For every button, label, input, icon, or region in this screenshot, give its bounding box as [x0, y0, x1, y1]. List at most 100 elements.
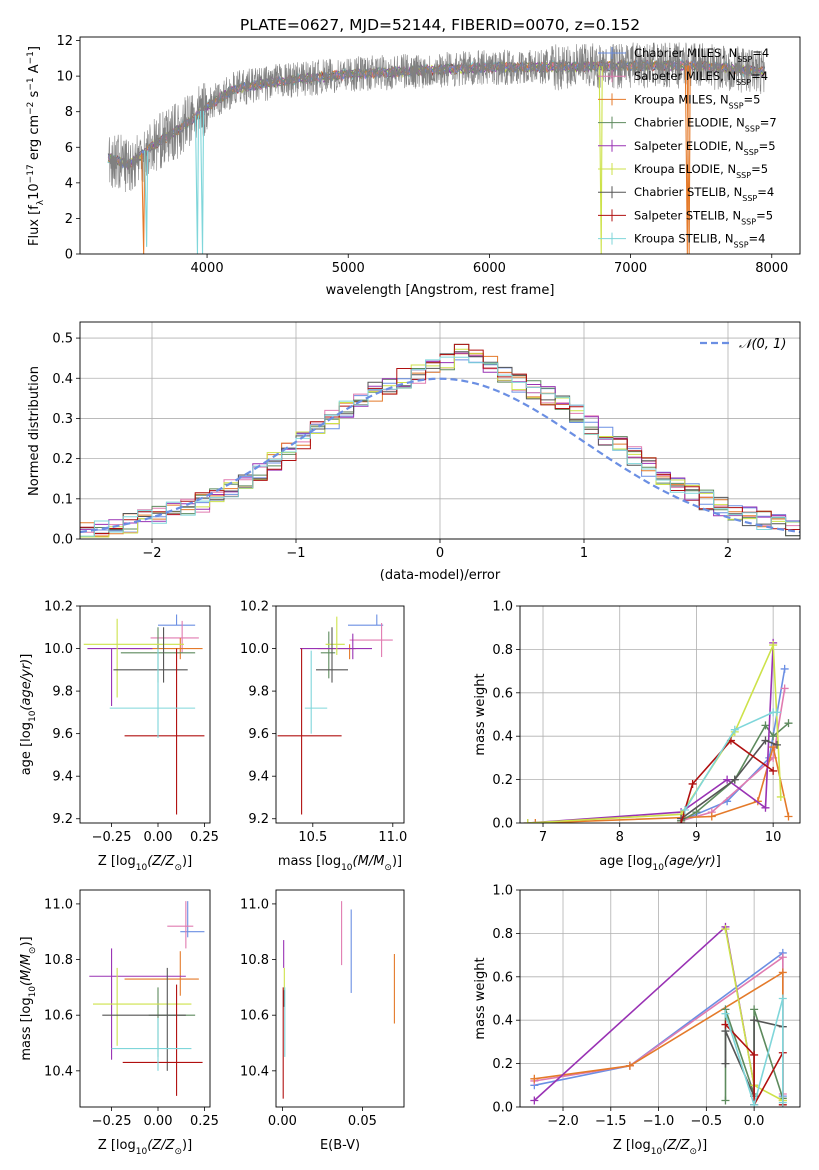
weight-marker: [769, 766, 778, 775]
y-tick-label: 10.6: [44, 1009, 73, 1024]
errorbar-3: [320, 631, 336, 679]
y-tick-label: 9.6: [52, 727, 73, 742]
weight-marker: [778, 968, 787, 977]
y-axis-label: Flux [fλ10−17 erg cm−2 s−1 A−1]: [26, 46, 46, 246]
weight-marker: [784, 719, 793, 728]
panel-1: −2 −1 0 1 2 0.0 0.1 0.2 0.3 0.4 0.5 𝒩(0, 1) (data-mo…: [27, 321, 801, 583]
x-tick-label: −0.25: [92, 1114, 132, 1129]
spectrum-feature-6: [686, 65, 691, 254]
x-axis-label: age [log10(age/yr)]: [599, 854, 721, 873]
x-tick-label: 11.0: [378, 830, 407, 845]
weight-marker: [721, 925, 730, 934]
weight-marker: [677, 819, 686, 823]
x-tick-label: −2: [142, 546, 161, 561]
legend-label-4: Salpeter ELODIE, NSSP=5: [634, 139, 776, 157]
y-tick-label: 0.6: [492, 686, 513, 701]
weight-marker: [531, 819, 540, 823]
y-tick-label: 10.8: [240, 953, 269, 968]
y-axis-label: age [log10(age/yr)]: [19, 654, 38, 776]
legend-normal-label: 𝒩(0, 1): [739, 337, 786, 352]
errorbar-2: [124, 951, 199, 996]
histogram-series-7: [80, 343, 800, 539]
errorbar-7: [277, 648, 342, 815]
weight-marker: [750, 1050, 759, 1059]
weight-marker: [692, 808, 701, 817]
y-axis-label: mass [log10(M/M⊙)]: [19, 936, 38, 1060]
x-tick-label: 0.00: [144, 830, 173, 845]
weight-marker: [769, 641, 778, 650]
y-tick-label: 0.8: [492, 643, 513, 658]
x-axis-label: E(B-V): [320, 1138, 360, 1153]
x-tick-label: 0.05: [348, 1114, 377, 1129]
weight-marker: [761, 803, 770, 812]
errorbar-7: [122, 984, 203, 1096]
weight-marker: [530, 1074, 539, 1083]
errorbar-8: [304, 650, 328, 734]
errorbar-7: [124, 648, 205, 815]
y-tick-label: 0.0: [52, 533, 73, 548]
errorbar-8: [109, 648, 196, 738]
y-tick-label: 9.6: [248, 727, 269, 742]
weight-marker: [778, 1098, 787, 1107]
y-axis-label: mass weight: [473, 673, 488, 755]
x-tick-label: 10.5: [298, 830, 327, 845]
axes-frame: [79, 889, 211, 1108]
weight-line-5: [527, 644, 782, 823]
errorbar-1: [150, 620, 199, 653]
weight-line-4: [527, 642, 774, 823]
x-tick-label: 0: [436, 546, 444, 561]
weight-marker: [778, 994, 787, 1003]
x-tick-label: 8: [616, 830, 624, 845]
errorbar-6: [102, 967, 186, 1071]
x-axis-label: (data-model)/error: [380, 568, 501, 583]
y-tick-label: 10.8: [44, 953, 73, 968]
weight-marker: [721, 1009, 730, 1018]
spectrum-feature-3: [199, 110, 205, 254]
y-tick-label: 10.0: [240, 642, 269, 657]
y-tick-label: 0.6: [492, 970, 513, 985]
weight-marker: [772, 740, 781, 749]
y-tick-label: 10.6: [240, 1009, 269, 1024]
errorbar-5: [93, 967, 192, 1046]
weight-marker: [750, 1016, 759, 1025]
x-tick-label: 0.00: [268, 1114, 297, 1129]
axes-frame: [79, 36, 801, 255]
weight-line-7: [680, 739, 774, 823]
y-tick-label: 0: [65, 248, 73, 263]
legend-label-2: Kroupa MILES, NSSP=5: [634, 92, 760, 110]
y-tick-label: 0.2: [492, 773, 513, 788]
y-tick-label: 1.0: [492, 600, 513, 615]
x-tick-label: 0.25: [190, 1114, 219, 1129]
spectrum-feature-4: [598, 66, 603, 254]
legend-label-5: Kroupa ELODIE, NSSP=5: [634, 162, 768, 180]
weight-marker: [730, 775, 739, 784]
panel-7: −2.0 −1.5 −1.0 −0.5 0.0 0.0 0.2 0.4 0.6 0.8 1.0 Z […: [473, 884, 801, 1157]
errorbar-0: [348, 614, 384, 626]
panel-4: 7 8 9 10 0.0 0.2 0.4 0.6 0.8 1.0 age [log10(age/yr…: [473, 600, 801, 873]
errorbar-3: [148, 987, 196, 1057]
y-tick-label: 9.4: [52, 770, 73, 785]
y-tick-label: 10.4: [44, 1064, 73, 1079]
errorbar-4: [300, 633, 372, 660]
legend-label-6: Chabrier STELIB, NSSP=4: [634, 185, 774, 203]
y-tick-label: 6: [65, 141, 73, 156]
x-axis-label: Z [log10(Z/Z⊙)]: [613, 1138, 707, 1157]
axes-frame: [79, 321, 801, 540]
y-tick-label: 10.0: [44, 642, 73, 657]
legend-label-0: Chabrier MILES, NSSP=4: [634, 46, 769, 64]
weight-marker: [750, 1100, 759, 1107]
y-tick-label: 2: [65, 212, 73, 227]
weight-marker: [784, 812, 793, 821]
x-tick-label: −0.25: [92, 830, 132, 845]
weight-marker: [721, 1059, 730, 1068]
x-tick-label: 5000: [332, 261, 365, 276]
x-axis-label: Z [log10(Z/Z⊙)]: [98, 854, 192, 873]
legend-label-7: Salpeter STELIB, NSSP=5: [634, 208, 773, 226]
legend: Chabrier MILES, NSSP=4 Salpeter MILES, NS…: [598, 46, 777, 249]
errorbar-1: [349, 623, 393, 658]
errorbar-6: [113, 627, 188, 683]
x-tick-label: 0.00: [144, 1114, 173, 1129]
y-axis-label: Normed distribution: [27, 366, 42, 496]
weight-marker: [680, 805, 689, 814]
weight-marker: [776, 792, 785, 801]
